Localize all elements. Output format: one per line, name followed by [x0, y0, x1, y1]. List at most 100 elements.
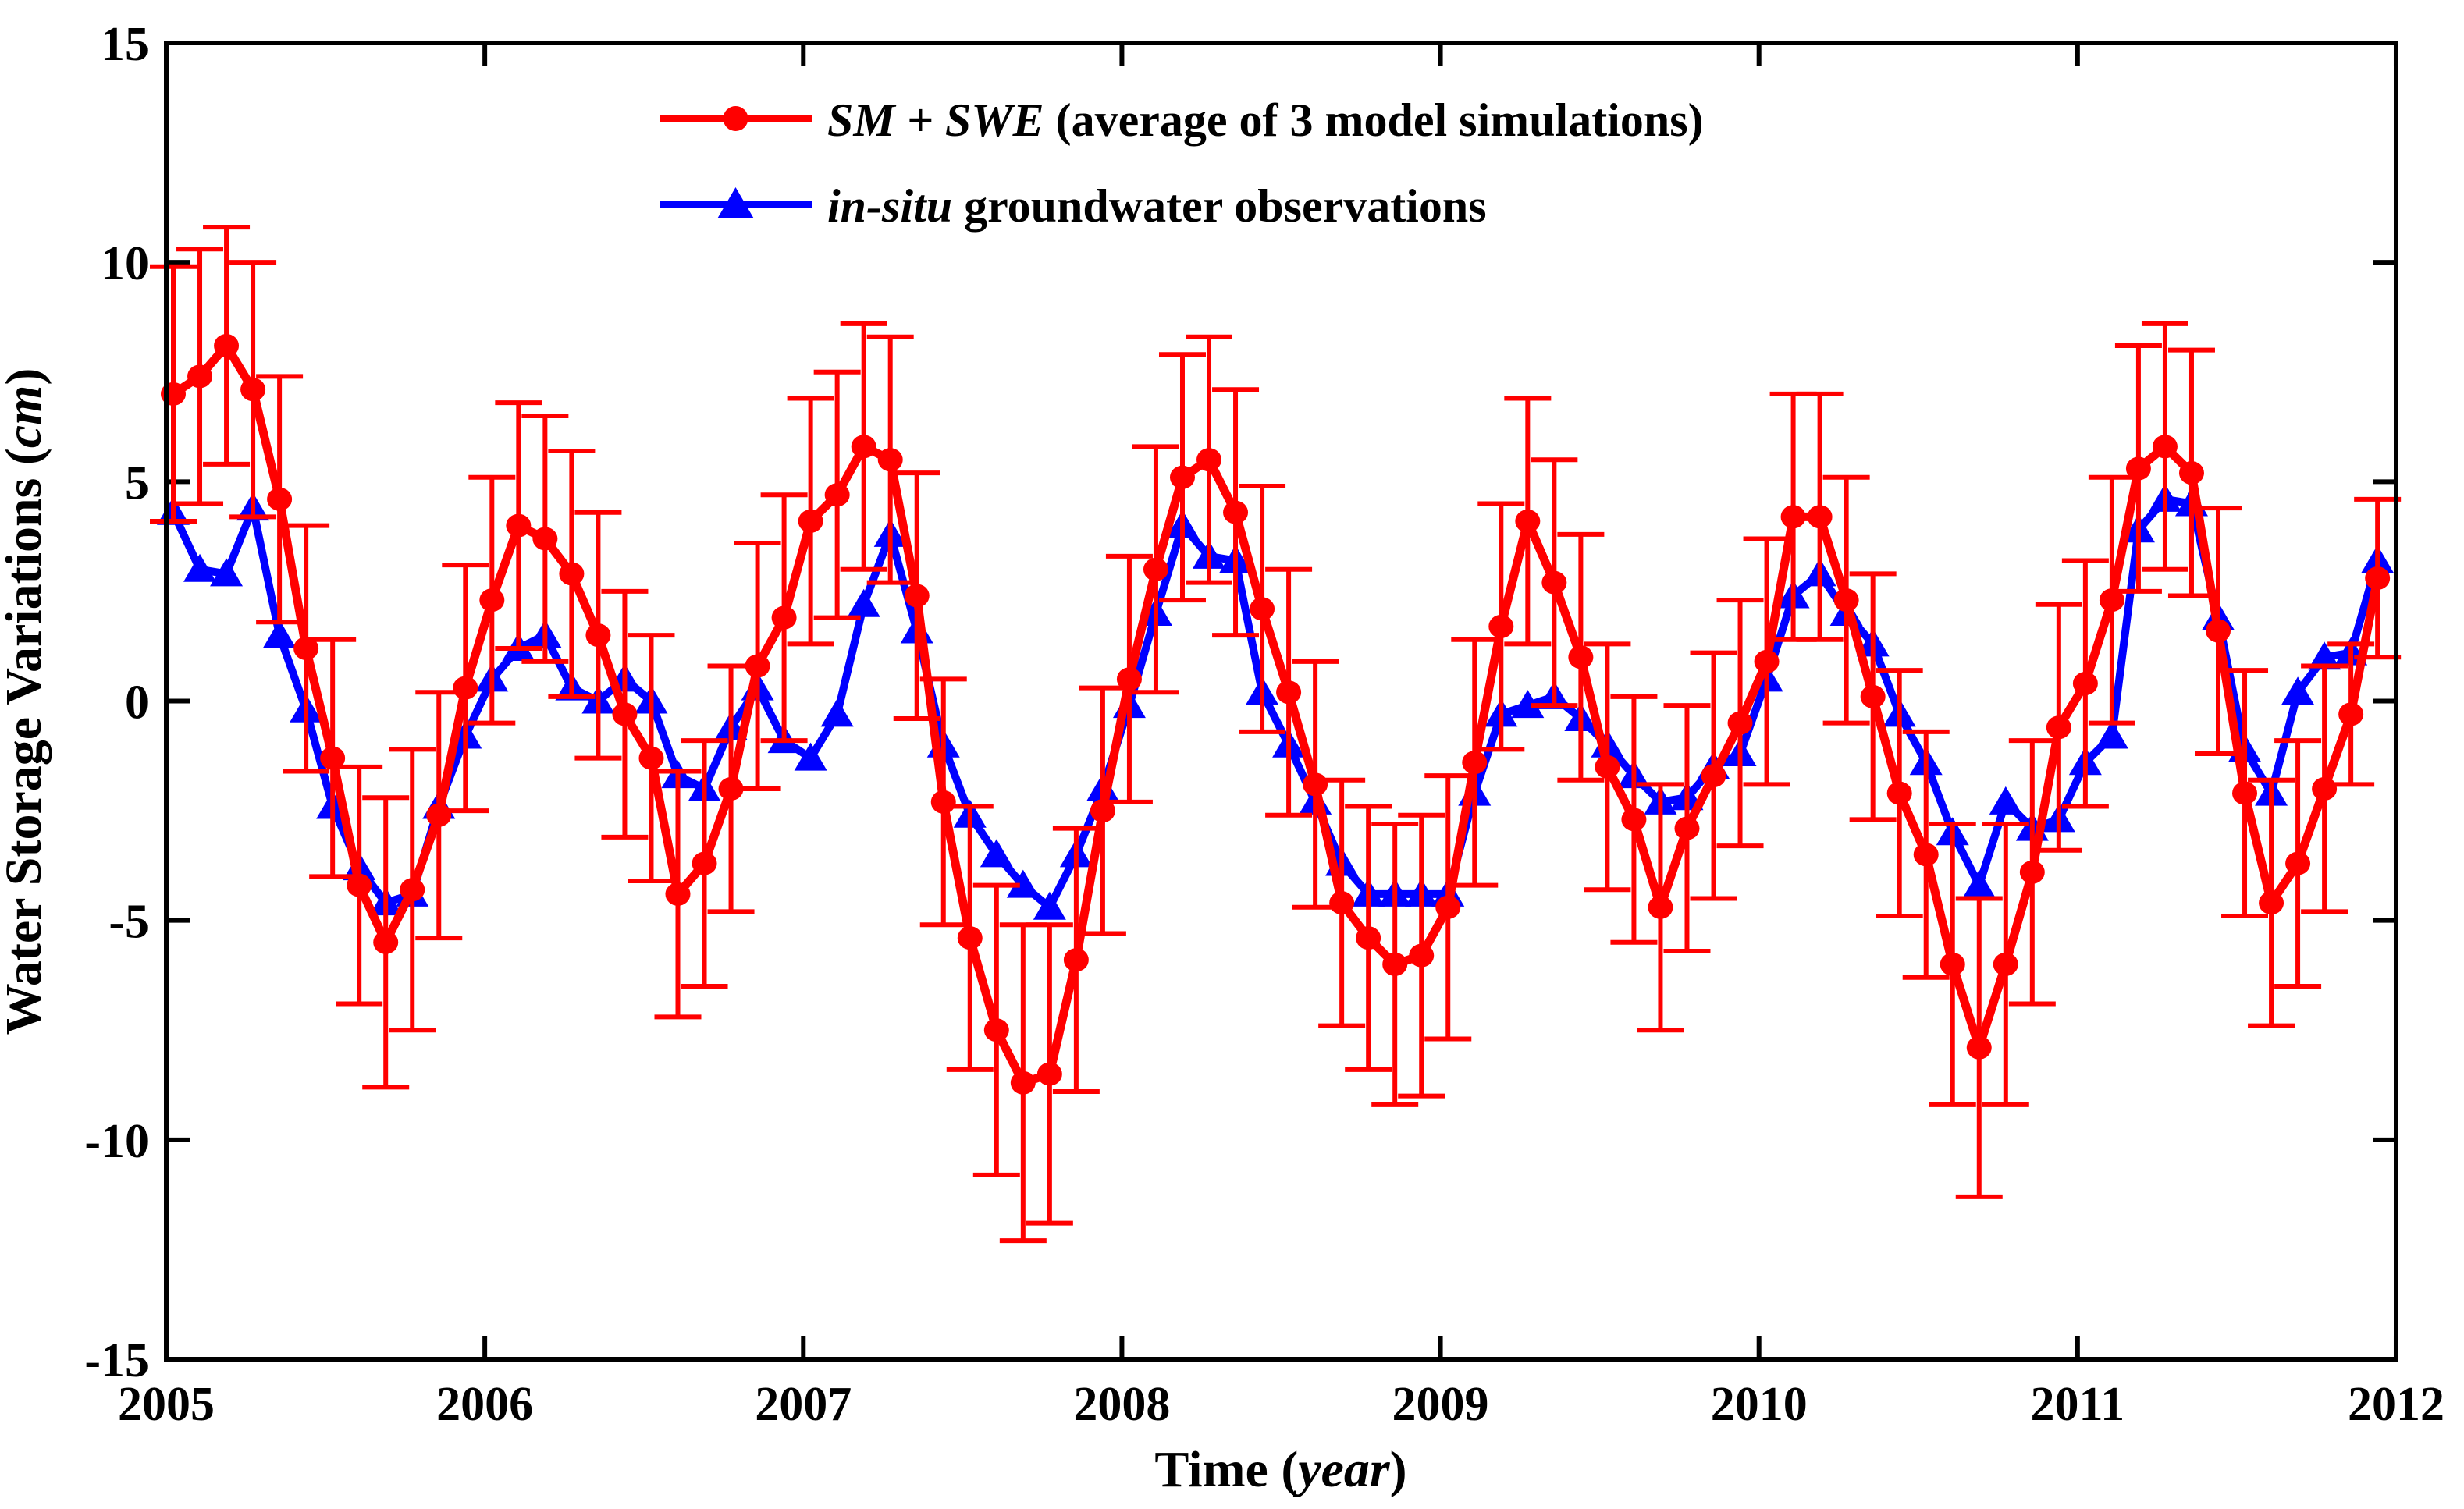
x-tick-label: 2011: [2031, 1378, 2125, 1431]
x-tick-label: 2009: [1392, 1378, 1489, 1431]
red-circle-marker: [2019, 860, 2045, 884]
red-circle-marker: [2152, 435, 2178, 459]
legend-circle-icon: [723, 106, 748, 131]
x-tick-label: 2010: [1711, 1378, 1808, 1431]
red-circle-marker: [1303, 772, 1328, 797]
red-circle-marker: [1648, 895, 1673, 919]
red-circle-marker: [187, 364, 213, 389]
blue-triangle-marker: [794, 742, 827, 771]
y-tick-label: 5: [125, 456, 149, 510]
plot-box: [164, 41, 2398, 1362]
red-circle-marker: [1382, 952, 1408, 976]
red-circle-marker: [214, 334, 240, 358]
red-circle-marker: [824, 483, 850, 507]
blue-triangle-marker: [820, 698, 854, 727]
red-circle-marker: [1860, 684, 1886, 708]
plot-border: [164, 41, 2398, 1362]
blue-triangle-marker: [1962, 869, 1996, 898]
red-circle-marker: [400, 878, 425, 902]
red-circle-marker: [1223, 500, 1249, 524]
red-circle-marker: [2338, 702, 2364, 726]
legend-label-model: SM + SWE (average of 3 model simulations…: [827, 94, 1704, 146]
red-circle-marker: [2046, 715, 2071, 740]
x-tick-label: 2012: [2348, 1378, 2444, 1431]
red-circle-marker: [267, 487, 293, 511]
blue-triangle-marker: [847, 588, 880, 617]
y-tick-label: 0: [125, 676, 149, 730]
red-circle-marker: [983, 1018, 1009, 1042]
red-circle-marker: [2259, 891, 2284, 915]
x-tick-label: 2006: [436, 1378, 533, 1431]
red-circle-marker: [320, 746, 346, 770]
red-circle-marker: [1807, 505, 1833, 529]
red-circle-marker: [1674, 816, 1700, 840]
red-circle-marker: [1727, 711, 1753, 735]
red-circle-marker: [1143, 557, 1168, 581]
red-circle-marker: [1250, 597, 1275, 621]
red-circle-marker: [1621, 808, 1647, 832]
y-tick-label: 15: [101, 18, 149, 71]
red-circle-marker: [373, 930, 399, 954]
red-circle-marker: [506, 513, 532, 538]
data-series: [150, 225, 2402, 1244]
red-circle-marker: [1169, 465, 1195, 489]
blue-triangle-marker: [210, 558, 244, 587]
red-circle-marker: [1329, 891, 1355, 915]
legend-triangle-icon: [717, 187, 754, 218]
blue-triangle-marker: [1989, 786, 2022, 815]
red-circle-marker: [798, 509, 823, 533]
red-circle-marker: [1780, 505, 1806, 529]
blue-triangle-marker: [1033, 891, 1066, 920]
red-circle-marker: [638, 746, 664, 770]
red-circle-marker: [1940, 952, 1965, 976]
red-circle-marker: [426, 803, 452, 827]
red-circle-marker: [585, 623, 611, 648]
red-circle-marker: [2099, 588, 2124, 612]
red-circle-marker: [1595, 754, 1620, 779]
red-circle-marker: [1196, 448, 1222, 472]
red-circle-marker: [718, 776, 744, 801]
red-circle-marker: [1993, 952, 2018, 976]
red-circle-marker: [2285, 851, 2311, 875]
red-circle-marker: [2206, 619, 2231, 643]
blue-triangle-marker: [1006, 869, 1040, 898]
red-circle-marker: [1886, 781, 1912, 805]
x-tick-label: 2007: [755, 1378, 852, 1431]
legend: SM + SWE (average of 3 model simulations…: [660, 94, 1704, 232]
red-circle-marker: [1515, 509, 1541, 533]
red-circle-marker: [2365, 566, 2391, 591]
y-tick-label: -5: [108, 896, 149, 949]
red-circle-marker: [1356, 926, 1381, 950]
blue-triangle-marker: [980, 839, 1013, 868]
y-axis-title: Water Storage Variations (cm): [0, 368, 52, 1035]
red-circle-marker: [2125, 456, 2151, 481]
red-circle-marker: [2312, 776, 2338, 801]
red-circle-marker: [771, 605, 797, 630]
red-circle-marker: [1063, 948, 1089, 972]
red-circle-marker: [532, 527, 558, 551]
y-tick-label: 10: [101, 237, 149, 290]
red-circle-marker: [665, 882, 691, 906]
tick-labels: 2005 2006 2007 2008 2009 2010 2011 2012 -15 -10 -5…: [84, 18, 2444, 1431]
blue-triangle-marker: [263, 620, 297, 648]
red-circle-marker: [1541, 570, 1567, 595]
blue-triangle-marker: [183, 553, 217, 582]
blue-triangle-marker: [1511, 690, 1545, 719]
red-circle-marker: [1913, 843, 1939, 867]
red-circle-marker: [1833, 588, 1859, 612]
red-circle-marker: [1462, 751, 1488, 775]
x-tick-label: 2008: [1073, 1378, 1170, 1431]
blue-triangle-marker: [2095, 720, 2128, 749]
red-circle-marker: [1701, 764, 1726, 788]
red-circle-marker: [1116, 667, 1142, 691]
red-circle-marker: [1488, 614, 1514, 638]
y-tick-label: -15: [84, 1334, 149, 1387]
red-circle-marker: [1036, 1062, 1062, 1086]
red-circle-marker: [453, 676, 478, 700]
red-circle-marker: [745, 654, 770, 678]
blue-triangle-marker: [2308, 641, 2341, 670]
red-circle-marker: [930, 790, 956, 814]
x-axis-title: Time (year): [1154, 1441, 1406, 1498]
